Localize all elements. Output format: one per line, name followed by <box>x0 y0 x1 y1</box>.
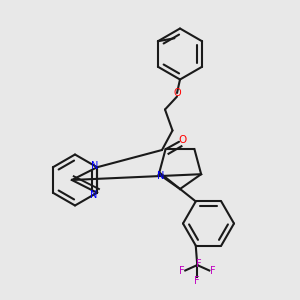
Text: F: F <box>179 266 184 276</box>
Text: N: N <box>157 171 164 181</box>
Text: F: F <box>196 259 202 269</box>
Text: F: F <box>194 276 200 286</box>
Text: N: N <box>91 161 98 171</box>
Text: F: F <box>210 266 216 276</box>
Text: N: N <box>90 190 98 200</box>
Text: O: O <box>178 135 187 145</box>
Text: O: O <box>173 88 181 98</box>
